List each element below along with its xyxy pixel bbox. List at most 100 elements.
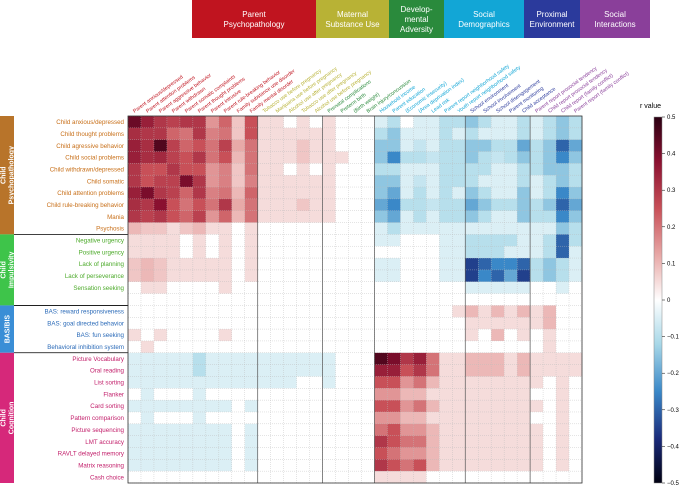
colorbar-tick-label: 0.3 [667, 188, 676, 194]
heatmap-cell [283, 423, 297, 436]
heatmap-cell [270, 151, 284, 164]
heatmap-cell [556, 175, 570, 188]
heatmap-cell [517, 388, 531, 401]
heatmap-cell [413, 151, 427, 164]
row-group-label: Cognition [9, 402, 16, 435]
heatmap-cell [244, 139, 259, 152]
heatmap-cell [530, 459, 544, 472]
row-label: Oral reading [90, 368, 125, 375]
heatmap-cell [556, 151, 570, 164]
heatmap-cell [296, 198, 310, 212]
heatmap-cell [231, 269, 246, 283]
heatmap-cell [556, 222, 570, 235]
heatmap-cell [348, 459, 362, 472]
heatmap-cell [517, 340, 531, 354]
heatmap-cell [465, 340, 479, 354]
heatmap-cell [179, 423, 194, 436]
heatmap-cell [153, 388, 168, 401]
heatmap-cell [504, 329, 518, 342]
heatmap-cell [283, 329, 297, 342]
heatmap-cell [128, 459, 142, 472]
heatmap-cell [491, 222, 505, 235]
heatmap-cell [257, 364, 271, 377]
heatmap-cell [128, 317, 142, 330]
heatmap-cell [244, 352, 259, 365]
heatmap-cell [387, 435, 401, 448]
heatmap-cell [257, 411, 271, 425]
heatmap-cell [322, 222, 336, 235]
heatmap-cell [322, 281, 336, 294]
heatmap-cell [153, 329, 168, 342]
heatmap-cell [465, 352, 479, 365]
heatmap-cell [192, 423, 207, 436]
heatmap-cell [426, 435, 440, 448]
heatmap-cell [128, 139, 142, 152]
heatmap-cell [335, 151, 349, 164]
heatmap-cell [166, 187, 181, 200]
heatmap-cell [465, 329, 479, 342]
heatmap-cell [179, 376, 194, 389]
column-group-label: mental [404, 15, 428, 24]
heatmap-cell [478, 198, 492, 212]
heatmap-cell [296, 151, 310, 164]
heatmap-cell [400, 151, 414, 164]
heatmap-cell [192, 305, 207, 318]
heatmap-cell [543, 329, 557, 342]
heatmap-cell [244, 447, 259, 460]
heatmap-cell [153, 471, 168, 484]
heatmap-cell [257, 187, 271, 200]
heatmap-cell [387, 447, 401, 460]
heatmap-cell [361, 127, 375, 140]
heatmap-cell [465, 258, 479, 271]
heatmap-cell [569, 246, 583, 259]
heatmap-cell [218, 293, 233, 306]
heatmap-cell [283, 246, 297, 259]
heatmap-cell [128, 198, 142, 212]
heatmap-cell [439, 198, 453, 212]
heatmap-cell [439, 364, 453, 377]
heatmap-cell [179, 151, 194, 164]
heatmap-cell [387, 329, 401, 342]
heatmap-cell [491, 400, 505, 413]
heatmap-cell [244, 175, 259, 188]
heatmap-cell [374, 435, 388, 448]
heatmap-cell [478, 435, 492, 448]
heatmap-cell [296, 293, 310, 306]
heatmap-cell [231, 234, 246, 247]
heatmap-cell [218, 352, 233, 365]
heatmap-cell [257, 329, 271, 342]
heatmap-cell [556, 352, 570, 365]
heatmap-cell [478, 258, 492, 271]
column-group-label: Substance Use [325, 20, 380, 29]
heatmap-cell [374, 281, 388, 294]
heatmap-cell [413, 329, 427, 342]
heatmap-cell [140, 246, 155, 259]
heatmap-cell [387, 388, 401, 401]
heatmap-cell [270, 388, 284, 401]
heatmap-cell [335, 127, 349, 140]
heatmap-cell [244, 210, 259, 223]
heatmap-cell [426, 471, 440, 484]
heatmap-cell [374, 116, 388, 129]
heatmap-cell [244, 269, 259, 283]
heatmap-cell [400, 210, 414, 223]
heatmap-cell [283, 139, 297, 152]
heatmap-cell [296, 210, 310, 223]
heatmap-cell [504, 210, 518, 223]
heatmap-cell [478, 411, 492, 425]
heatmap-cell [296, 364, 310, 377]
heatmap-cell [205, 423, 220, 436]
heatmap-cell [361, 400, 375, 413]
row-label: List sorting [94, 380, 124, 387]
heatmap-cell [426, 411, 440, 425]
heatmap-cell [140, 222, 155, 235]
heatmap-cell [128, 222, 142, 235]
heatmap-cell [296, 435, 310, 448]
heatmap-cell [179, 269, 194, 283]
heatmap-cell [361, 198, 375, 212]
colorbar: r value 0.5 0.4 0.3 0.2 0.1 0 −0.1 −0.2 −0.3 −0.4… [640, 103, 680, 487]
heatmap-cell [374, 210, 388, 223]
heatmap-cell [556, 116, 570, 129]
heatmap-cell [491, 471, 505, 484]
